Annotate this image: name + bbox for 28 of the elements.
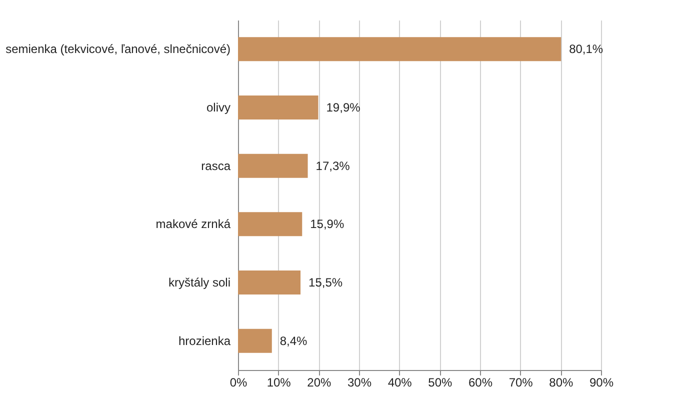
- x-tick-label: 30%: [347, 376, 372, 390]
- y-tick-label: olivy: [206, 100, 230, 114]
- data-label: 15,5%: [308, 276, 343, 290]
- y-tick-label: makové zrnká: [156, 217, 231, 232]
- data-label: 80,1%: [569, 42, 604, 56]
- x-tick-label: 0%: [230, 376, 248, 390]
- x-tick-label: 10%: [266, 376, 292, 390]
- bar: [238, 212, 302, 236]
- bar: [238, 270, 301, 294]
- y-tick-label: kryštály soli: [168, 276, 230, 290]
- y-tick-label: rasca: [201, 158, 231, 173]
- x-tick-label: 80%: [549, 376, 574, 390]
- y-tick-label: hrozienka: [178, 334, 231, 348]
- data-label: 17,3%: [316, 158, 350, 173]
- x-tick-label: 40%: [388, 376, 412, 390]
- x-tick-label: 70%: [508, 376, 534, 390]
- bar: [238, 37, 562, 62]
- bar: [238, 96, 318, 120]
- bar: [238, 154, 308, 178]
- x-tick-label: 60%: [468, 376, 493, 390]
- x-tick-label: 50%: [428, 376, 452, 390]
- x-tick-label: 90%: [589, 376, 614, 390]
- bar: [238, 328, 272, 353]
- y-tick-label: semienka (tekvicové, ľanové, slnečnicové): [6, 42, 230, 56]
- data-label: 8,4%: [280, 334, 308, 348]
- x-tick-label: 20%: [307, 376, 332, 390]
- data-label: 15,9%: [310, 217, 344, 232]
- data-label: 19,9%: [326, 100, 361, 114]
